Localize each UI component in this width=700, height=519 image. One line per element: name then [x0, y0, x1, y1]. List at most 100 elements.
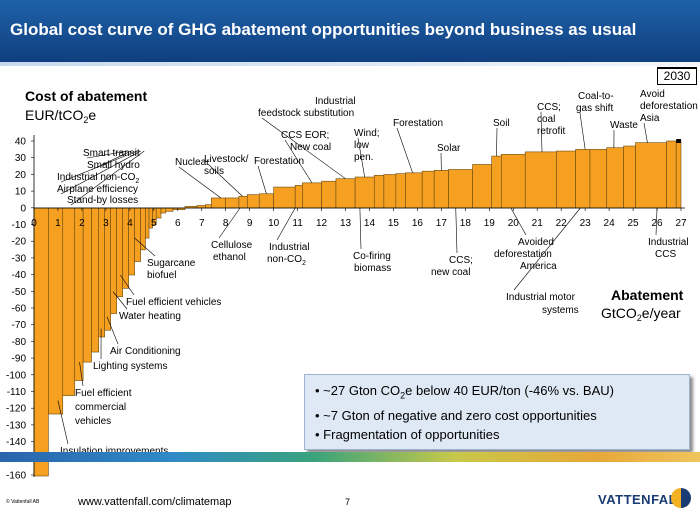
- y-tick-label: 40: [15, 137, 27, 148]
- cost-bar-39: [421, 170, 435, 209]
- bar-end-marker: [676, 139, 681, 143]
- cost-bar-28: [258, 193, 274, 209]
- finding-2: • ~7 Gton of negative and zero cost oppo…: [315, 407, 597, 423]
- cost-bar-32: [321, 180, 337, 209]
- bar-label-43: Sugarcane: [147, 258, 196, 269]
- cost-bar-1: [48, 207, 64, 415]
- bar-label-16: Forestation: [393, 118, 443, 129]
- cost-bar-53: [675, 140, 682, 209]
- cost-bar-24: [211, 197, 227, 209]
- y-axis-unit: EUR/tCO2e: [25, 107, 96, 125]
- y-tick-label: -140: [6, 437, 26, 448]
- bar-label-28: Cellulose: [211, 240, 253, 251]
- bar-label-14: low: [354, 140, 370, 151]
- cost-bar-51: [635, 142, 667, 209]
- cost-bar-52: [666, 140, 677, 209]
- cost-bar-45: [524, 151, 557, 209]
- bar-label-35: new coal: [431, 267, 470, 278]
- y-tick-label: -60: [12, 304, 27, 315]
- cost-bar-38: [405, 172, 423, 209]
- leader-line-2: [60, 150, 138, 183]
- leader-line-34: [455, 207, 458, 254]
- x-tick-label: 13: [340, 218, 352, 229]
- x-tick-label: 26: [651, 218, 663, 229]
- leader-line-8: [257, 165, 267, 194]
- bar-label-37: deforestation: [494, 249, 552, 260]
- y-tick-label: -130: [6, 420, 26, 431]
- leader-line-39: [513, 207, 581, 291]
- cost-bar-41: [448, 169, 473, 209]
- bar-label-1: Small hydro: [87, 160, 140, 171]
- x-tick-label: 22: [556, 218, 568, 229]
- cost-bar-29: [273, 186, 296, 209]
- x-axis-unit: GtCO2e/year: [601, 305, 681, 323]
- x-tick-label: 12: [316, 218, 328, 229]
- y-tick-label: 20: [15, 170, 27, 181]
- cost-bar-18: [160, 207, 167, 214]
- cost-bar-31: [302, 182, 322, 209]
- bar-label-11: Industrial: [315, 96, 356, 107]
- x-tick-label: 16: [412, 218, 424, 229]
- leader-line-47: [106, 316, 119, 345]
- bar-label-21: retrofit: [537, 126, 566, 137]
- bar-label-50: commercial: [75, 402, 126, 413]
- x-axis-title: Abatement: [611, 287, 684, 303]
- leader-line-52: [57, 400, 69, 445]
- bar-label-8: Forestation: [254, 156, 304, 167]
- finding-3: • Fragmentation of opportunities: [315, 426, 500, 442]
- year-badge: 2030: [657, 67, 697, 85]
- x-tick-label: 21: [532, 218, 544, 229]
- y-tick-label: -70: [12, 320, 27, 331]
- x-tick-label: 19: [484, 218, 496, 229]
- bar-label-36: Avoided: [518, 237, 554, 248]
- cost-bar-12: [134, 207, 141, 262]
- bar-label-40: systems: [542, 305, 579, 316]
- bar-label-19: CCS;: [537, 102, 561, 113]
- x-tick-label: 8: [223, 218, 229, 229]
- y-tick-label: -30: [12, 253, 27, 264]
- leader-line-45: [120, 274, 135, 296]
- key-findings-box: • ~27 Gton CO2e below 40 EUR/ton (-46% v…: [304, 374, 690, 450]
- bar-label-3: Airplane efficiency: [57, 184, 138, 195]
- vattenfall-logo-icon: [671, 488, 691, 508]
- cost-bar-19: [165, 207, 174, 212]
- x-tick-label: 25: [628, 218, 640, 229]
- y-tick-label: -110: [7, 387, 27, 398]
- x-tick-label: 9: [247, 218, 253, 229]
- page-number: 7: [345, 497, 351, 507]
- bar-label-27: Asia: [640, 113, 660, 124]
- y-tick-label: -40: [12, 270, 27, 281]
- bar-label-20: coal: [537, 114, 555, 125]
- x-tick-label: 6: [175, 218, 181, 229]
- cost-bar-50: [623, 145, 636, 209]
- bar-label-49: Fuel efficient: [75, 388, 132, 399]
- footer-url[interactable]: www.vattenfall.com/climatemap: [78, 496, 232, 508]
- bar-label-30: Industrial: [269, 242, 310, 253]
- cost-bar-40: [433, 170, 449, 209]
- vattenfall-logo: VATTENFALL: [598, 492, 686, 507]
- cost-bar-2: [62, 207, 76, 396]
- leader-lines-group: [57, 111, 658, 445]
- x-tick-label: 23: [580, 218, 592, 229]
- cost-bar-46: [556, 150, 576, 209]
- leader-line-5: [178, 166, 222, 199]
- leader-line-6: [207, 163, 243, 197]
- x-tick-label: 0: [31, 218, 37, 229]
- cost-bar-49: [606, 147, 624, 209]
- leader-line-19: [540, 111, 543, 152]
- cost-bar-25: [225, 197, 240, 209]
- bar-label-32: Co-firing: [353, 251, 391, 262]
- bar-label-25: Avoid: [640, 89, 665, 100]
- bar-label-42: CCS: [655, 249, 676, 260]
- x-tick-label: 4: [127, 218, 133, 229]
- cost-bar-30: [294, 185, 303, 209]
- y-tick-label: -50: [12, 287, 27, 298]
- leader-line-13: [357, 137, 365, 178]
- x-tick-label: 11: [292, 218, 303, 229]
- leader-line-3: [60, 150, 141, 195]
- leader-line-12: [261, 117, 346, 179]
- cost-bar-35: [373, 175, 385, 209]
- cost-bar-37: [395, 173, 406, 209]
- cost-bar-47: [575, 149, 591, 209]
- cost-bar-26: [238, 195, 248, 209]
